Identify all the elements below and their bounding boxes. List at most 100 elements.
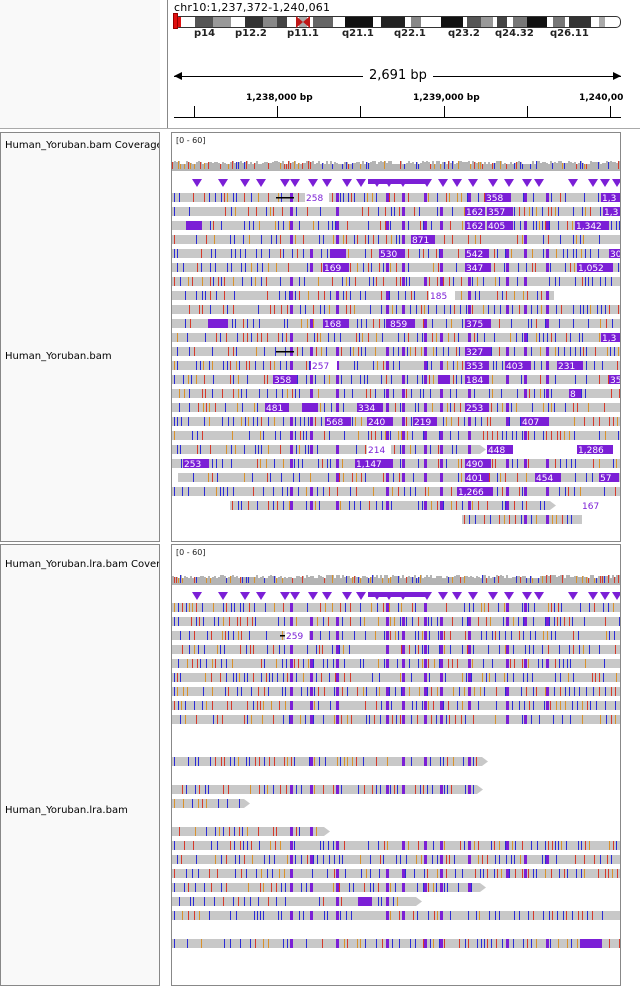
data-panel-2[interactable]: [0 - 60] 259 [171, 544, 621, 986]
mismatch [413, 911, 414, 920]
insertion [402, 617, 405, 626]
coverage-bar [552, 575, 554, 585]
mismatch [276, 263, 277, 272]
mismatch [253, 673, 254, 682]
mismatch [282, 687, 283, 696]
mismatch [589, 841, 590, 850]
chromosome-ideogram[interactable] [174, 16, 621, 28]
alignment-reads[interactable]: 259 [172, 603, 621, 986]
mismatch [203, 617, 204, 626]
insertion-label-box [465, 361, 489, 370]
alignment-track-name[interactable]: Human_Yoruban.lra.bam [5, 805, 128, 816]
mismatch [573, 631, 574, 640]
mismatch [410, 305, 411, 314]
mismatch [228, 785, 229, 794]
mismatch [216, 291, 217, 300]
mismatch [368, 221, 369, 230]
coverage-bar [394, 164, 396, 171]
mismatch [609, 939, 610, 948]
alignment-track-name[interactable]: Human_Yoruban.bam [5, 351, 112, 362]
mismatch [365, 939, 366, 948]
mismatch [387, 757, 388, 766]
coverage-track[interactable] [172, 155, 620, 171]
mismatch [368, 841, 369, 850]
mismatch [366, 687, 367, 696]
mismatch [390, 631, 391, 640]
insertion [386, 263, 389, 272]
mismatch [194, 631, 195, 640]
mismatch [609, 417, 610, 426]
coverage-track-name[interactable]: Human_Yoruban.bam Coverage [5, 140, 159, 151]
mismatch [243, 333, 244, 342]
insertion [424, 631, 427, 640]
mismatch [404, 333, 405, 342]
mismatch [179, 403, 180, 412]
coverage-bar [220, 575, 222, 585]
coverage-bar [424, 577, 426, 585]
mismatch [350, 291, 351, 300]
coverage-mismatch [440, 164, 441, 169]
mismatch [458, 333, 459, 342]
coverage-bar [602, 163, 604, 171]
insertion [290, 305, 293, 314]
insertion [506, 939, 509, 948]
mismatch [478, 501, 479, 510]
coverage-bar [568, 575, 570, 585]
mismatch [304, 277, 305, 286]
insertion [402, 207, 405, 216]
mismatch [202, 305, 203, 314]
mismatch [240, 249, 241, 258]
insertion [506, 687, 509, 696]
mismatch [197, 659, 198, 668]
mismatch [241, 631, 242, 640]
data-panel-1[interactable]: [0 - 60] 258 358 162 357 162 405 1,342 871 530 54… [171, 132, 621, 542]
mismatch [323, 659, 324, 668]
insertion-marker-icon [290, 179, 300, 187]
mismatch [184, 841, 185, 850]
mismatch [512, 459, 513, 468]
mismatch [456, 347, 457, 356]
mismatch [342, 459, 343, 468]
coverage-bar [548, 576, 550, 585]
insertion [424, 445, 427, 454]
coverage-bar [300, 164, 302, 171]
locus-label[interactable]: chr10:1,237,372-1,240,061 [174, 1, 331, 14]
mismatch [201, 939, 202, 948]
coverage-track[interactable] [172, 569, 620, 585]
mismatch [570, 347, 571, 356]
coverage-mismatch [194, 164, 195, 169]
mismatch [185, 715, 186, 724]
mismatch [519, 207, 520, 216]
mismatch [224, 193, 225, 202]
mismatch [466, 305, 467, 314]
coverage-track-name[interactable]: Human_Yoruban.lra.bam Coverage [5, 559, 159, 570]
mismatch [483, 305, 484, 314]
mismatch [496, 687, 497, 696]
mismatch [236, 673, 237, 682]
mismatch [615, 715, 616, 724]
mismatch [318, 389, 319, 398]
mismatch [389, 193, 390, 202]
mismatch [365, 347, 366, 356]
mismatch [237, 403, 238, 412]
mismatch [284, 617, 285, 626]
coverage-bar [270, 575, 272, 585]
mismatch [555, 207, 556, 216]
mismatch [574, 487, 575, 496]
mismatch [618, 263, 619, 272]
coverage-bar [526, 164, 528, 171]
mismatch [221, 221, 222, 230]
insertion-label-box [487, 207, 513, 216]
insertion-marker-icon [488, 592, 498, 600]
mismatch [555, 347, 556, 356]
mismatch [228, 631, 229, 640]
insertion-size-label: 1,3 [604, 208, 618, 218]
mismatch [303, 673, 304, 682]
ruler-label: 1,239,000 bp [413, 93, 480, 103]
mismatch [521, 687, 522, 696]
mismatch [323, 617, 324, 626]
insertion [524, 459, 527, 468]
coverage-bar [250, 162, 252, 171]
coverage-mismatch [448, 161, 449, 169]
